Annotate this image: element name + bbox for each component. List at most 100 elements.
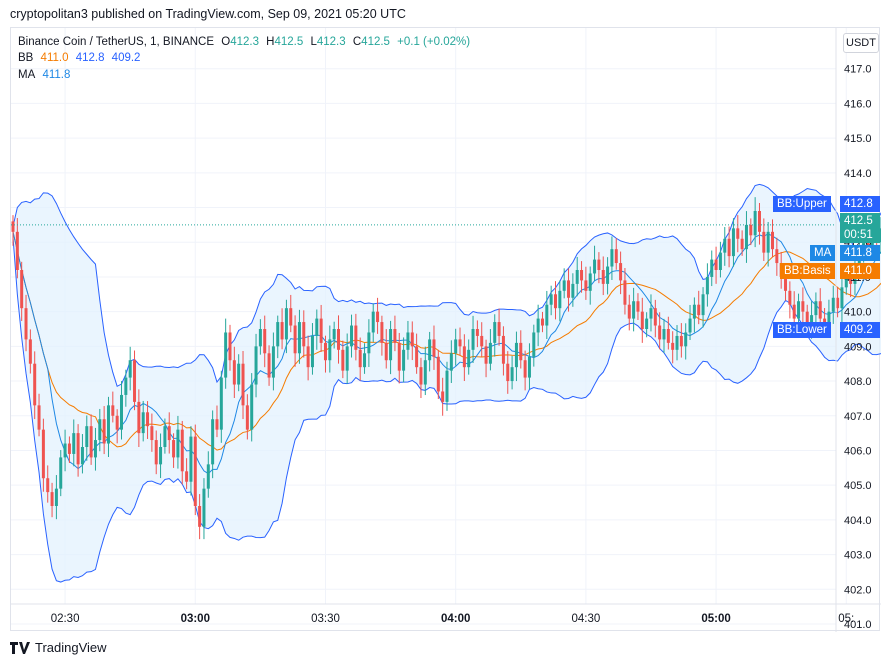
candle-body — [632, 301, 636, 319]
tradingview-brand[interactable]: TradingView — [10, 640, 107, 655]
candle-body — [397, 342, 401, 371]
candle-body — [740, 238, 744, 250]
candle-body — [185, 471, 189, 482]
candle-body — [836, 297, 840, 309]
bb-lower-tag: BB:Lower — [773, 322, 831, 338]
candle-body — [762, 231, 766, 253]
candle-body — [454, 339, 458, 354]
candle-body — [810, 315, 814, 326]
candle-body — [33, 363, 37, 406]
candle-body — [601, 270, 605, 284]
candle-body — [610, 249, 614, 267]
candle-body — [697, 304, 701, 316]
candle-body — [293, 325, 297, 354]
candle-body — [814, 301, 818, 316]
candle-body — [771, 231, 774, 250]
price-tick-label: 407.0 — [844, 411, 872, 423]
candle-body — [788, 290, 792, 305]
price-tick-label: 415.0 — [844, 133, 872, 145]
bb-basis-line — [12, 231, 881, 451]
candle-body — [462, 346, 466, 368]
candle-body — [688, 318, 692, 333]
candle-body — [532, 332, 536, 357]
time-axis: 02:30 03:00 03:30 04:00 04:30 05:00 05: — [11, 603, 881, 625]
candle-body — [98, 419, 102, 441]
candle-body — [527, 356, 531, 378]
high-label: H — [266, 36, 275, 48]
candle-body — [106, 405, 110, 444]
candle-body — [545, 304, 549, 326]
candle-body — [250, 384, 254, 430]
candle-body — [315, 318, 319, 336]
candle-body — [176, 429, 180, 458]
candle-body — [376, 311, 380, 323]
candle-body — [705, 276, 709, 295]
bb-legend[interactable]: BB 411.0 412.8 409.2 — [18, 52, 144, 64]
candle-body — [510, 367, 514, 382]
bb-basis-price-tag: 411.0 — [840, 263, 880, 279]
candle-body — [567, 280, 571, 298]
candle-body — [441, 391, 445, 402]
candle-body — [93, 440, 97, 458]
close-value: 412.5 — [361, 36, 390, 48]
candle-body — [636, 301, 640, 312]
candle-body — [714, 259, 718, 270]
candle-body — [150, 426, 154, 441]
price-tick-label: 416.0 — [844, 98, 872, 110]
candle-body — [840, 287, 844, 309]
candle-body — [757, 211, 761, 232]
bb-lower-tag-label: BB:Lower — [777, 324, 827, 336]
candle-body — [358, 349, 362, 368]
candle-body — [198, 506, 202, 527]
candle-body — [54, 488, 58, 506]
candle-body — [879, 228, 881, 243]
candle-body — [302, 322, 306, 347]
candle-body — [306, 346, 310, 368]
candle-body — [263, 329, 267, 354]
candle-body — [428, 339, 432, 361]
candle-body — [445, 370, 449, 402]
published-header: cryptopolitan3 published on TradingView.… — [10, 7, 406, 21]
candle-body — [202, 488, 206, 527]
change-value: +0.1 (+0.02%) — [397, 36, 471, 48]
candle-body — [133, 360, 137, 402]
candle-body — [449, 353, 453, 371]
candle-body — [15, 231, 19, 270]
ma-price: 411.8 — [844, 247, 872, 259]
candle-body — [406, 332, 410, 350]
candle-body — [280, 322, 284, 340]
candle-body — [46, 478, 50, 493]
candle-body — [684, 332, 688, 347]
candle-body — [849, 276, 853, 284]
candle-body — [523, 360, 527, 378]
candle-body — [597, 259, 601, 270]
candle-body — [701, 294, 705, 316]
candle-body — [805, 311, 809, 326]
candle-body — [749, 224, 753, 236]
bb-lower-price: 409.2 — [844, 324, 873, 336]
candle-body — [80, 447, 84, 465]
bb-upper-tag: BB:Upper — [773, 196, 831, 212]
time-tick-label: 03:00 — [181, 613, 210, 625]
price-chart[interactable]: 401.0 402.0 403.0 404.0 405.0 406.0 407.0 408.0… — [11, 28, 881, 632]
candle-body — [402, 349, 406, 371]
price-tick-label: 408.0 — [844, 376, 872, 388]
candle-body — [154, 440, 158, 465]
candle-body — [432, 339, 436, 357]
candle-body — [85, 426, 89, 447]
candle-body — [580, 270, 584, 281]
candle-body — [649, 308, 653, 319]
price-tick-label: 405.0 — [844, 480, 872, 492]
candle-body — [24, 308, 28, 340]
candle-body — [41, 429, 45, 479]
bb-upper-tag-label: BB:Upper — [777, 198, 827, 210]
last-price-tag: 412.5 00:51 — [840, 213, 880, 243]
time-tick-label: 03:30 — [311, 613, 340, 625]
candle-body — [328, 339, 332, 361]
ma-legend[interactable]: MA 411.8 — [18, 69, 74, 81]
candle-body — [584, 280, 588, 291]
currency-badge[interactable]: USDT — [843, 33, 879, 53]
candle-body — [211, 419, 215, 465]
chart-frame[interactable]: 401.0 402.0 403.0 404.0 405.0 406.0 407.0 408.0… — [10, 27, 881, 632]
candle-body — [159, 447, 163, 465]
